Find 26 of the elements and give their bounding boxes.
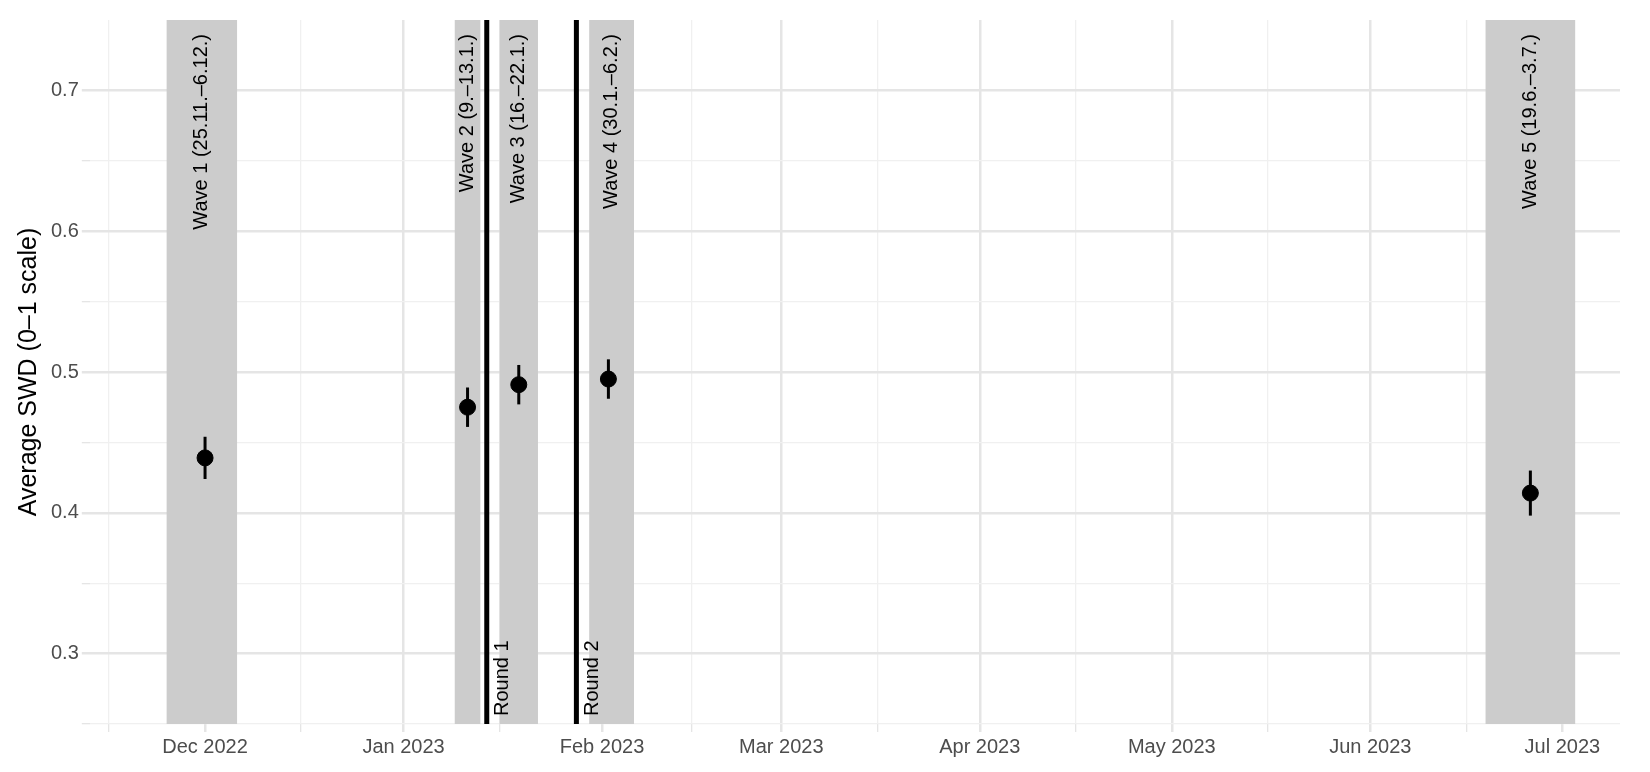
x-tick-label: Jul 2023 <box>1524 734 1601 757</box>
y-axis-title: Average SWD (0–1 scale) <box>12 227 41 517</box>
x-tick-label: Dec 2022 <box>162 734 248 757</box>
band-label: Wave 2 (9.–13.1.) <box>455 34 478 193</box>
point <box>510 376 528 394</box>
point <box>599 370 617 388</box>
x-tick-label: May 2023 <box>1127 734 1216 757</box>
band-label: Wave 3 (16.–22.1.) <box>506 34 529 204</box>
point <box>1521 484 1539 502</box>
x-tick-label: Jun 2023 <box>1329 734 1412 757</box>
x-tick-label: Mar 2023 <box>739 734 824 757</box>
point <box>196 449 214 467</box>
y-tick-label: 0.5 <box>50 359 79 382</box>
x-tick-label: Feb 2023 <box>559 734 645 757</box>
y-tick-label: 0.6 <box>50 218 79 241</box>
ref-line-label: Round 1 <box>490 640 513 716</box>
y-tick-label: 0.3 <box>50 641 79 664</box>
y-tick-label: 0.4 <box>50 500 79 523</box>
x-tick-label: Apr 2023 <box>939 734 1021 757</box>
band-label: Wave 4 (30.1.–6.2.) <box>599 34 622 209</box>
x-tick-label: Jan 2023 <box>362 734 445 757</box>
band-label: Wave 1 (25.11.–6.12.) <box>189 34 212 230</box>
y-tick-label: 0.7 <box>50 77 79 100</box>
point <box>459 398 477 416</box>
band-label: Wave 5 (19.6.–3.7.) <box>1517 34 1540 209</box>
ref-line-label: Round 2 <box>579 640 602 716</box>
